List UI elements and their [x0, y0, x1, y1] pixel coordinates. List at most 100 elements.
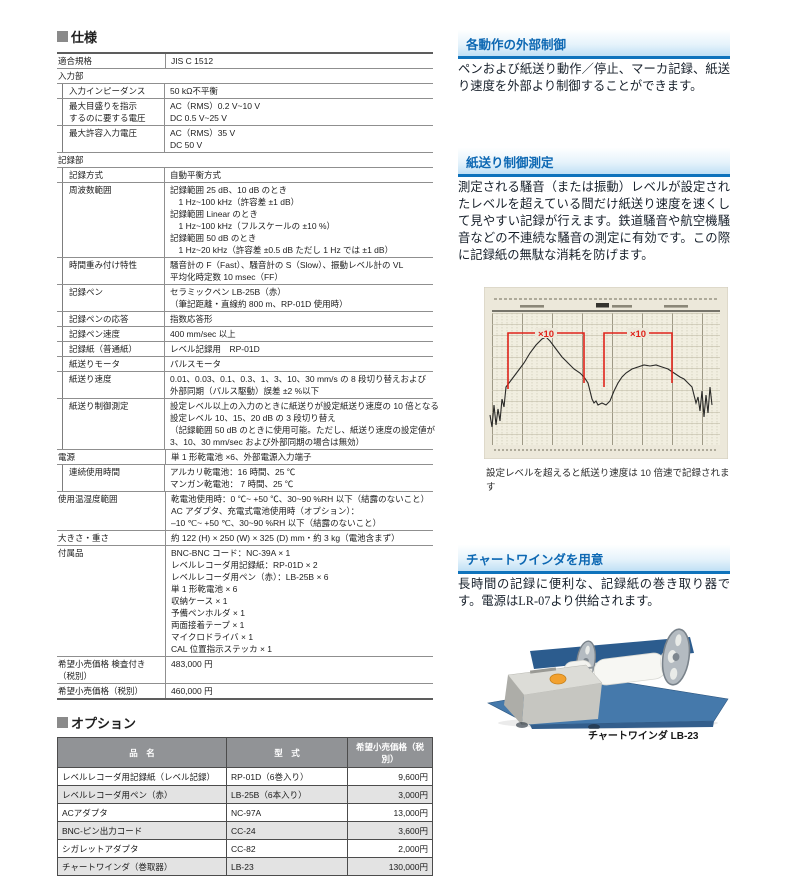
heading-chart-winder: チャートワインダを用意: [458, 545, 730, 574]
spec-label: 記録方式: [62, 168, 164, 182]
spec-value: 記録範囲 25 dB、10 dB のとき 1 Hz~100 kHz（許容差 ±1…: [164, 183, 433, 257]
heading-external-control: 各動作の外部制御: [458, 30, 730, 59]
orange-button: [549, 673, 567, 685]
spec-label: 最大目盛りを指示 するのに要する電圧: [62, 99, 164, 125]
spec-value: JIS C 1512: [165, 54, 433, 68]
spec-row: 入力部: [57, 68, 433, 83]
option-row: レベルレコーダ用記録紙（レベル記録） RP-01D（6巻入り） 9,600円: [57, 767, 433, 786]
spec-label: 適合規格: [58, 56, 93, 66]
spec-label: 連続使用時間: [62, 465, 164, 491]
strip-chart-illustration: ×10 ×10: [483, 286, 729, 460]
spec-row: 電源 単 1 形乾電池 ×6、外部電源入力端子: [57, 449, 433, 464]
spec-label: 記録紙（普通紙）: [62, 342, 164, 356]
level-trace: [489, 336, 713, 428]
spec-label: 紙送り制御測定: [62, 399, 164, 449]
spec-row: 時間重み付け特性 騒音計の F（Fast）、騒音計の S（Slow）、振動レベル計…: [57, 257, 433, 284]
body-chart-winder: 長時間の記録に便利な、記録紙の巻き取り器です。電源はLR-07より供給されます。: [458, 577, 730, 608]
option-table-header: 品 名型 式希望小売価格（税別）: [57, 737, 433, 768]
spec-value: 指数応答形: [164, 312, 433, 326]
spec-value: レベル記録用 RP-01D: [164, 342, 433, 356]
feature-column: 各動作の外部制御 ペンおよび紙送り動作／停止、マーカ記録、紙送り速度を外部より制…: [458, 25, 730, 811]
spec-label: 大きさ・重さ: [58, 533, 110, 543]
spec-label: 入力インピーダンス: [62, 84, 164, 98]
spec-label: 紙送りモータ: [62, 357, 164, 371]
spec-label: 付属品: [58, 548, 84, 558]
spec-label: 記録ペンの応答: [62, 312, 164, 326]
strip-chart-figure: ×10 ×10: [483, 286, 729, 460]
heading-paper-feed-control: 紙送り制御測定: [458, 148, 730, 177]
option-row: チャートワインダ（巻取器） LB-23 130,000円: [57, 857, 433, 876]
spec-label: 電源: [58, 452, 76, 462]
spec-value: BNC-BNC コード：NC-39A × 1 レベルレコーダ用記録紙：RP-01D…: [165, 546, 433, 656]
spec-value: 乾電池使用時：0 ℃~ +50 ℃、30~90 %RH 以下（結露のないこと） A…: [165, 492, 433, 530]
spec-table: 適合規格 JIS C 1512 入力部入力インピーダンス 50 kΩ不平衡 最大目盛りを…: [57, 52, 439, 700]
spec-row: 記録ペンの応答 指数応答形: [57, 311, 433, 326]
spec-section-title: 仕様: [57, 27, 433, 46]
option-row: レベルレコーダ用ペン（赤） LB-25B（6本入り） 3,000円: [57, 785, 433, 804]
spec-label: 希望小売価格 検査付き（税別）: [58, 659, 146, 681]
spec-value: 400 mm/sec 以上: [164, 327, 433, 341]
spec-label: 時間重み付け特性: [62, 258, 164, 284]
x10-label: ×10: [538, 329, 554, 340]
motor-unit: [504, 664, 603, 725]
option-name: チャートワインダ（巻取器）: [57, 857, 227, 876]
option-row: シガレットアダプタ CC-82 2,000円: [57, 839, 433, 858]
option-name: レベルレコーダ用記録紙（レベル記録）: [57, 767, 227, 786]
option-row: BNC-ピン出力コード CC-24 3,600円: [57, 821, 433, 840]
option-model: CC-24: [226, 821, 348, 840]
spec-value: アルカリ乾電池：16 時間、25 ℃ マンガン乾電池： 7 時間、25 ℃: [164, 465, 433, 491]
spec-row: 大きさ・重さ 約 122 (H) × 250 (W) × 325 (D) mm・約…: [57, 530, 433, 545]
spec-row: 紙送り制御測定 設定レベル以上の入力のときに紙送りが設定紙送り速度の 10 倍とな…: [57, 398, 439, 449]
chart-grid: [492, 313, 720, 445]
spec-value: 約 122 (H) × 250 (W) × 325 (D) mm・約 3 kg（…: [165, 531, 433, 545]
spec-row: 記録紙（普通紙） レベル記録用 RP-01D: [57, 341, 433, 356]
spec-label: 記録ペン速度: [62, 327, 164, 341]
paper-label-mark: [664, 305, 688, 308]
x10-label: ×10: [630, 329, 646, 340]
spec-value: パルスモータ: [164, 357, 433, 371]
spec-value: セラミックペン LB-25B（赤） （筆記距離・直線約 800 m、RP-01D …: [164, 285, 433, 311]
spec-label: 記録部: [58, 155, 84, 165]
right-reel: [661, 628, 691, 686]
foot: [516, 722, 528, 728]
square-bullet-icon: [57, 31, 68, 42]
option-col-header: 品 名: [57, 737, 227, 768]
spec-row: 紙送り速度 0.01、0.03、0.1、0.3、1、3、10、30 mm/s の …: [57, 371, 433, 398]
spec-label: 最大許容入力電圧: [62, 126, 164, 152]
spec-column: 仕様 適合規格 JIS C 1512 入力部入力インピーダンス 50 kΩ不平衡 最大目…: [57, 27, 439, 876]
spec-value: 0.01、0.03、0.1、0.3、1、3、10、30 mm/s の 8 段切り…: [164, 372, 433, 398]
paper-label-mark: [520, 305, 544, 308]
spec-value: AC（RMS）35 V DC 50 V: [164, 126, 433, 152]
x10-label-backing: [627, 328, 649, 338]
paper-label-mark: [612, 305, 632, 308]
spec-label: 紙送り速度: [62, 372, 164, 398]
spec-label: 記録ペン: [62, 285, 164, 311]
motor-label: [529, 667, 557, 674]
option-table: 品 名型 式希望小売価格（税別） レベルレコーダ用記録紙（レベル記録） RP-01…: [57, 737, 433, 876]
foot: [588, 724, 600, 730]
spec-value: AC（RMS）0.2 V~10 V DC 0.5 V~25 V: [164, 99, 433, 125]
spec-value: 設定レベル以上の入力のときに紙送りが設定紙送り速度の 10 倍となる 設定レベル …: [164, 399, 439, 449]
spec-label: 入力部: [58, 71, 84, 81]
spec-label: 使用温湿度範囲: [58, 494, 118, 504]
option-price: 130,000円: [347, 857, 433, 876]
spec-row: 記録部: [57, 152, 433, 167]
spec-value: 460,000 円: [165, 684, 433, 698]
option-price: 3,600円: [347, 821, 433, 840]
body-external-control: ペンおよび紙送り動作／停止、マーカ記録、紙送り速度を外部より制御することができま…: [458, 62, 730, 93]
spec-value: 50 kΩ不平衡: [164, 84, 433, 98]
paper-logo-mark: [596, 303, 609, 308]
option-name: シガレットアダプタ: [57, 839, 227, 858]
spec-row: 連続使用時間 アルカリ乾電池：16 時間、25 ℃ マンガン乾電池： 7 時間、25…: [57, 464, 433, 491]
option-title-label: オプション: [71, 716, 137, 731]
spec-value: 483,000 円: [165, 657, 433, 683]
photo-caption: チャートワインダ LB-23: [588, 731, 699, 742]
option-name: BNC-ピン出力コード: [57, 821, 227, 840]
spec-row: 記録方式 自動平衡方式: [57, 167, 433, 182]
option-name: レベルレコーダ用ペン（赤）: [57, 785, 227, 804]
spec-value: [165, 153, 433, 167]
option-model: CC-82: [226, 839, 348, 858]
spec-value: 単 1 形乾電池 ×6、外部電源入力端子: [165, 450, 433, 464]
spec-value: 騒音計の F（Fast）、騒音計の S（Slow）、振動レベル計の VL 平均化時…: [164, 258, 433, 284]
body-paper-feed-control: 測定される騒音（または振動）レベルが設定されたレベルを超えている間だけ紙送り速度…: [458, 180, 730, 262]
